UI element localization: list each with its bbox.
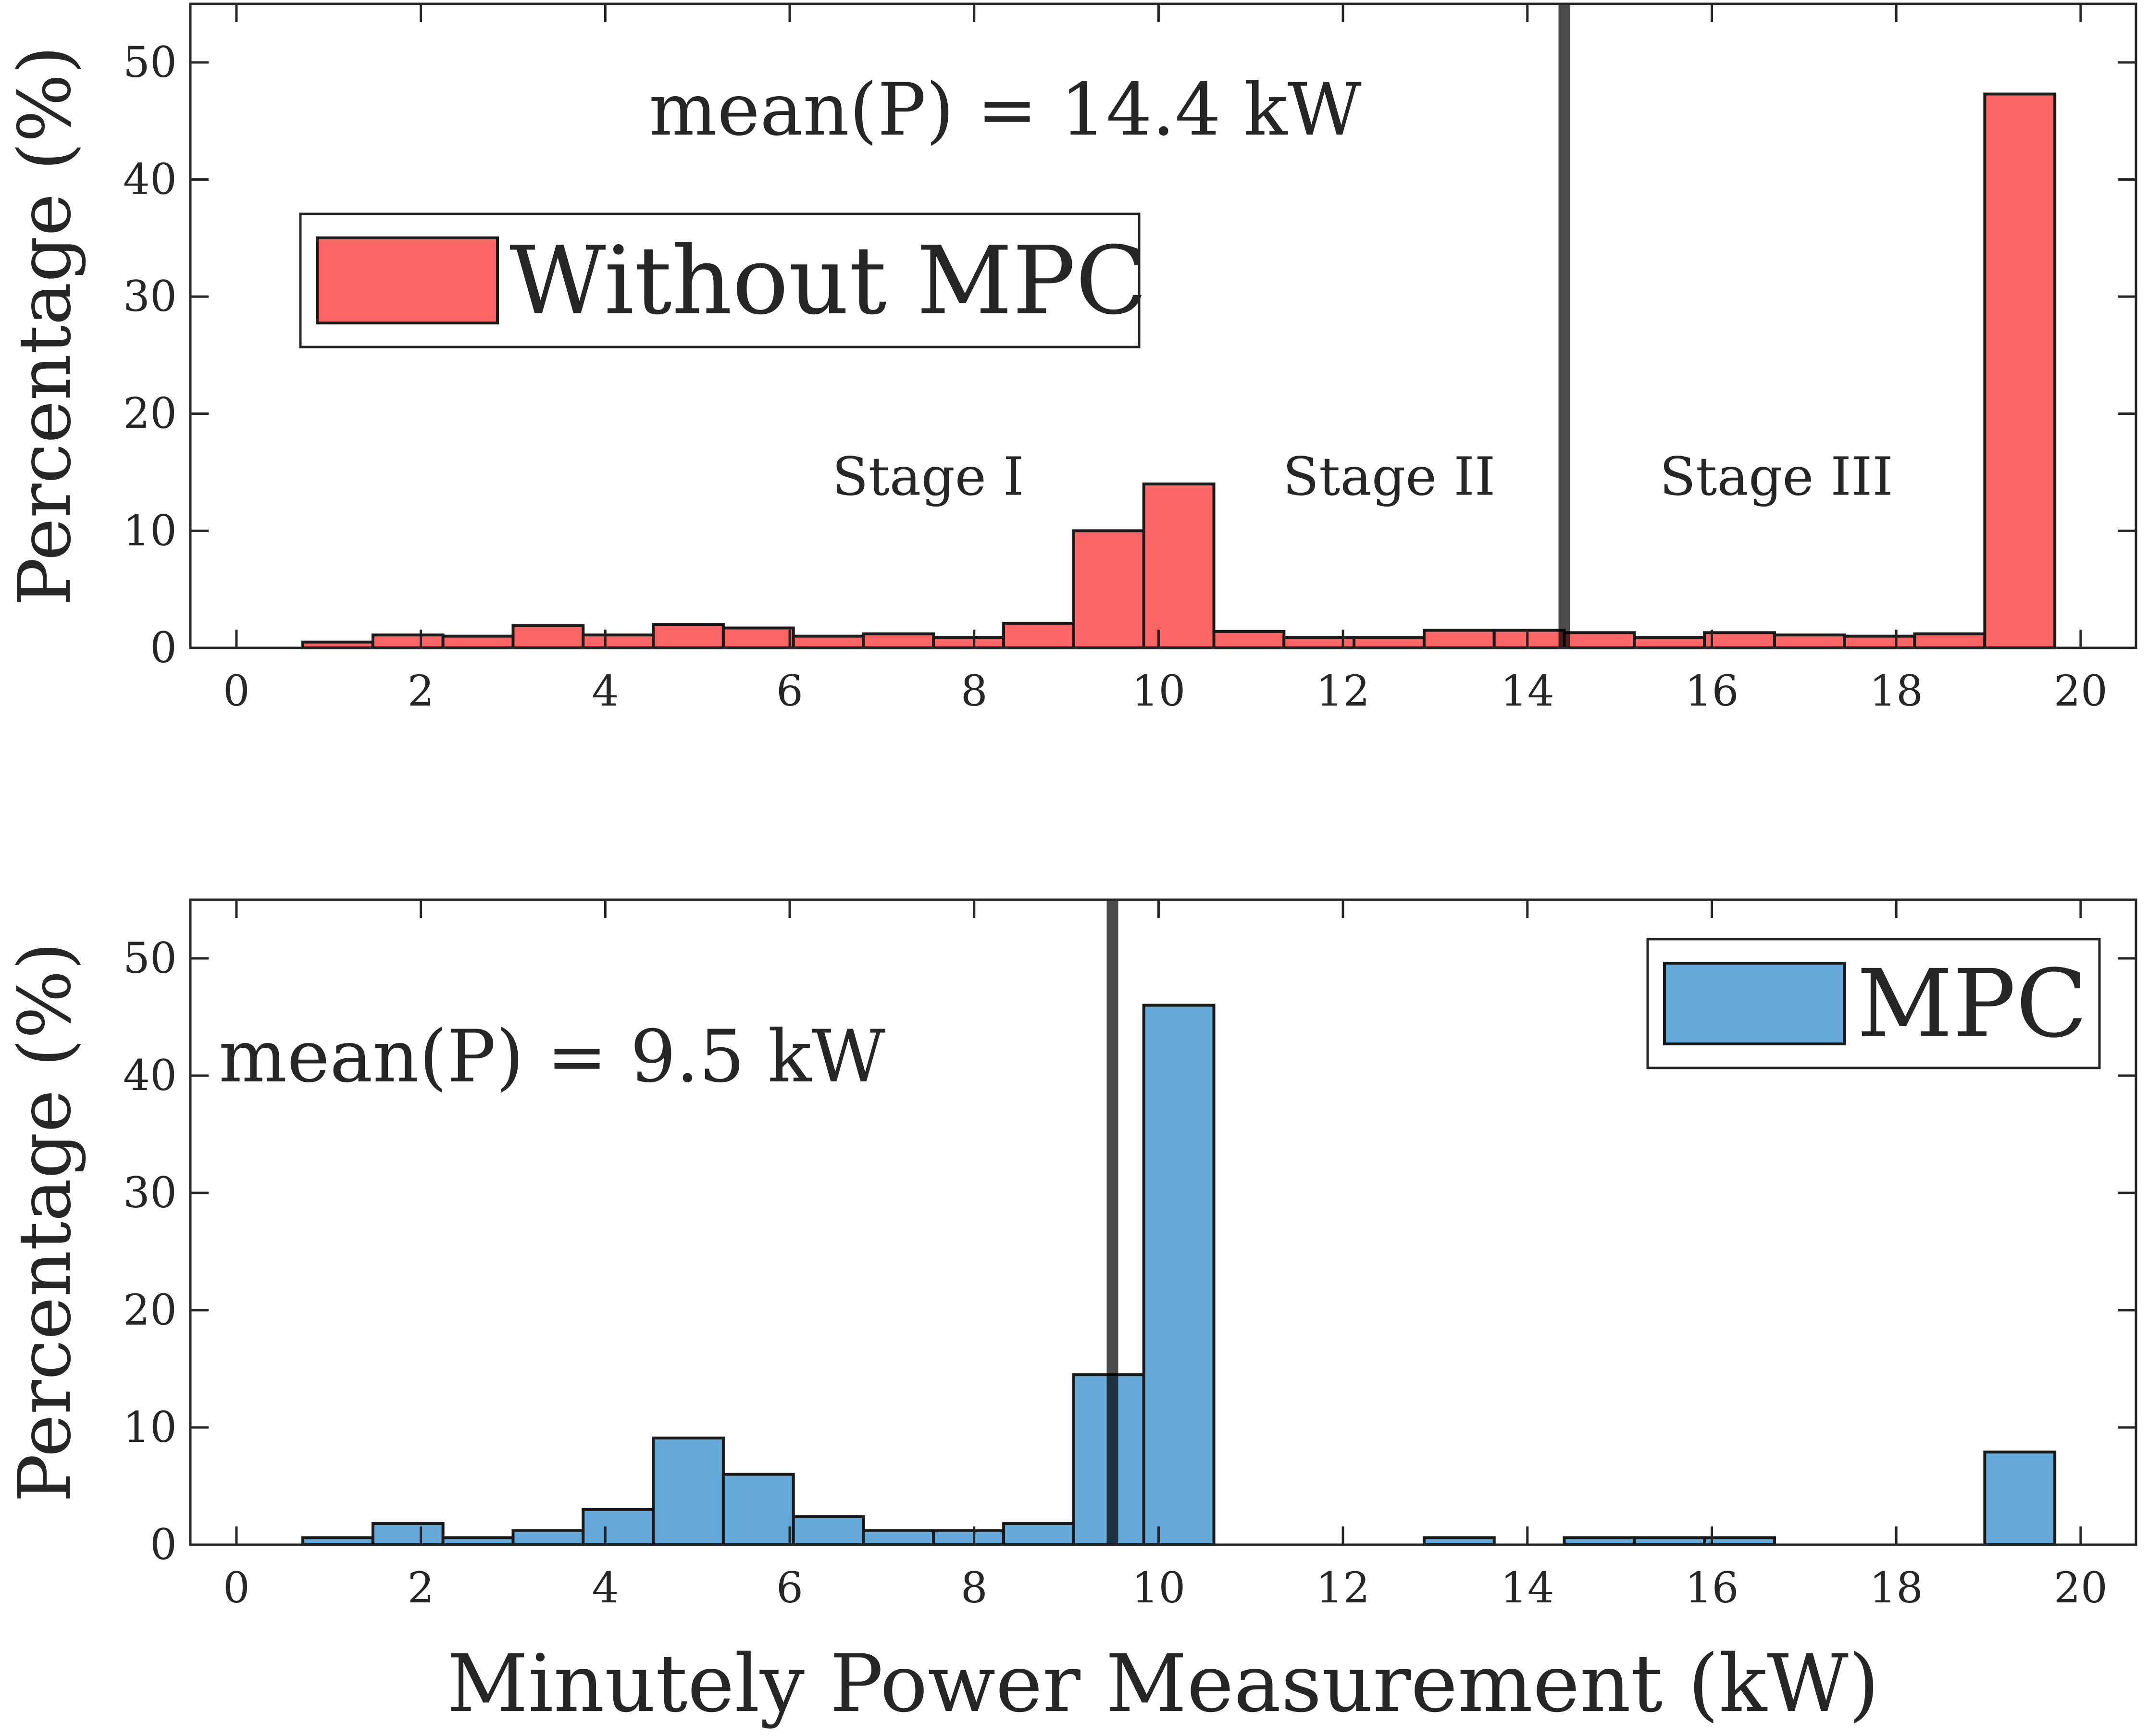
histogram-bar <box>1913 632 1987 650</box>
x-tick-label: 6 <box>776 1563 803 1612</box>
x-tick-label: 16 <box>1685 666 1739 716</box>
x-tick-label: 18 <box>1869 666 1923 716</box>
y-tick-label: 40 <box>123 1051 177 1100</box>
x-tick-label: 0 <box>223 1563 250 1612</box>
histogram-bar <box>1212 630 1286 649</box>
x-tick-label: 2 <box>408 666 435 716</box>
y-tick-label: 50 <box>123 933 177 983</box>
x-tick-label: 16 <box>1685 1563 1739 1612</box>
x-tick-label: 14 <box>1501 666 1554 716</box>
histogram-bar <box>792 634 865 649</box>
y-tick-label: 20 <box>123 1285 177 1335</box>
histogram-bar <box>582 633 655 649</box>
x-tick-label: 20 <box>2054 1563 2108 1612</box>
histogram-bar <box>652 1436 725 1546</box>
x-tick-label: 6 <box>776 666 803 716</box>
x-tick-label: 18 <box>1869 1563 1923 1612</box>
chart-panel-2: 0 2 4 6 8 10 12 14 16 18 20 0 10 20 30 40 50 Percentage (… <box>3 898 2137 1730</box>
histogram-bar <box>1563 631 1636 649</box>
y-tick-label: 30 <box>123 272 177 321</box>
histogram-bar <box>862 1529 935 1546</box>
histogram-bar <box>1983 92 2057 650</box>
y-tick-label: 50 <box>123 37 177 87</box>
histogram-bar <box>1983 1451 2057 1546</box>
histogram-bar <box>932 1529 1006 1546</box>
legend-label: MPC <box>1857 949 2087 1058</box>
legend-swatch <box>1663 962 1846 1045</box>
histogram-bar <box>371 633 445 649</box>
axes-frame <box>189 898 2137 1546</box>
y-tick-label: 30 <box>123 1168 177 1217</box>
y-tick-label: 40 <box>123 154 177 204</box>
stage-annotation: Stage I <box>832 446 1024 508</box>
histogram-bar <box>652 623 725 649</box>
y-tick-label: 10 <box>123 1402 177 1452</box>
legend: MPC <box>1646 938 2101 1069</box>
x-tick-label: 20 <box>2054 666 2108 716</box>
stage-annotation: Stage II <box>1283 446 1496 508</box>
x-tick-label: 4 <box>592 1563 619 1612</box>
histogram-bar <box>371 1522 445 1547</box>
x-tick-label: 4 <box>592 666 619 716</box>
chart-panel-1: 0 2 4 6 8 10 12 14 16 18 20 0 10 20 30 40 50 Percentage (… <box>3 2 2137 716</box>
legend: Without MPC <box>299 212 1147 348</box>
x-tick-label: 10 <box>1131 1563 1185 1612</box>
histogram-bar <box>1773 633 1846 649</box>
x-tick-label: 2 <box>408 1563 435 1612</box>
x-axis-label: Minutely Power Measurement (kW) <box>447 1637 1879 1730</box>
histogram-bar <box>1353 636 1426 650</box>
histogram-bar <box>1142 482 1216 650</box>
histogram-bar <box>511 624 585 650</box>
legend-swatch <box>316 236 499 324</box>
histogram-bar <box>721 626 795 649</box>
histogram-bar <box>1142 1004 1216 1547</box>
histogram-bar <box>1002 621 1075 649</box>
histogram-bar <box>1072 529 1145 650</box>
histogram-bar <box>1002 1522 1075 1547</box>
x-tick-label: 10 <box>1131 666 1185 716</box>
histogram-bar <box>441 634 515 649</box>
y-axis-label: Percentage (%) <box>3 46 87 606</box>
mean-label: mean(P) = 9.5 kW <box>219 1015 885 1099</box>
histogram-bar <box>1492 629 1566 650</box>
x-tick-label: 8 <box>961 666 988 716</box>
histogram-bar <box>1633 636 1706 650</box>
histogram-bar <box>511 1529 585 1546</box>
x-tick-label: 12 <box>1316 1563 1370 1612</box>
y-tick-label: 0 <box>150 623 177 672</box>
histogram-bar <box>1843 634 1916 649</box>
y-tick-label: 20 <box>123 389 177 438</box>
histogram-bar <box>792 1515 865 1546</box>
x-tick-label: 14 <box>1501 1563 1554 1612</box>
axes-frame <box>189 2 2137 649</box>
legend-label: Without MPC <box>509 226 1147 335</box>
x-tick-label: 12 <box>1316 666 1370 716</box>
histogram-bar <box>1703 631 1776 649</box>
x-tick-label: 0 <box>223 666 250 716</box>
histogram-bar <box>932 636 1006 650</box>
histogram-bar <box>862 632 935 650</box>
stage-annotation: Stage III <box>1660 446 1893 508</box>
histogram-bar <box>721 1473 795 1547</box>
y-axis-label: Percentage (%) <box>3 942 87 1502</box>
histogram-bar <box>1422 629 1496 650</box>
y-tick-label: 10 <box>123 506 177 555</box>
mean-label: mean(P) = 14.4 kW <box>649 68 1362 152</box>
x-tick-label: 8 <box>961 1563 988 1612</box>
y-tick-label: 0 <box>150 1520 177 1569</box>
histogram-bar <box>582 1508 655 1547</box>
